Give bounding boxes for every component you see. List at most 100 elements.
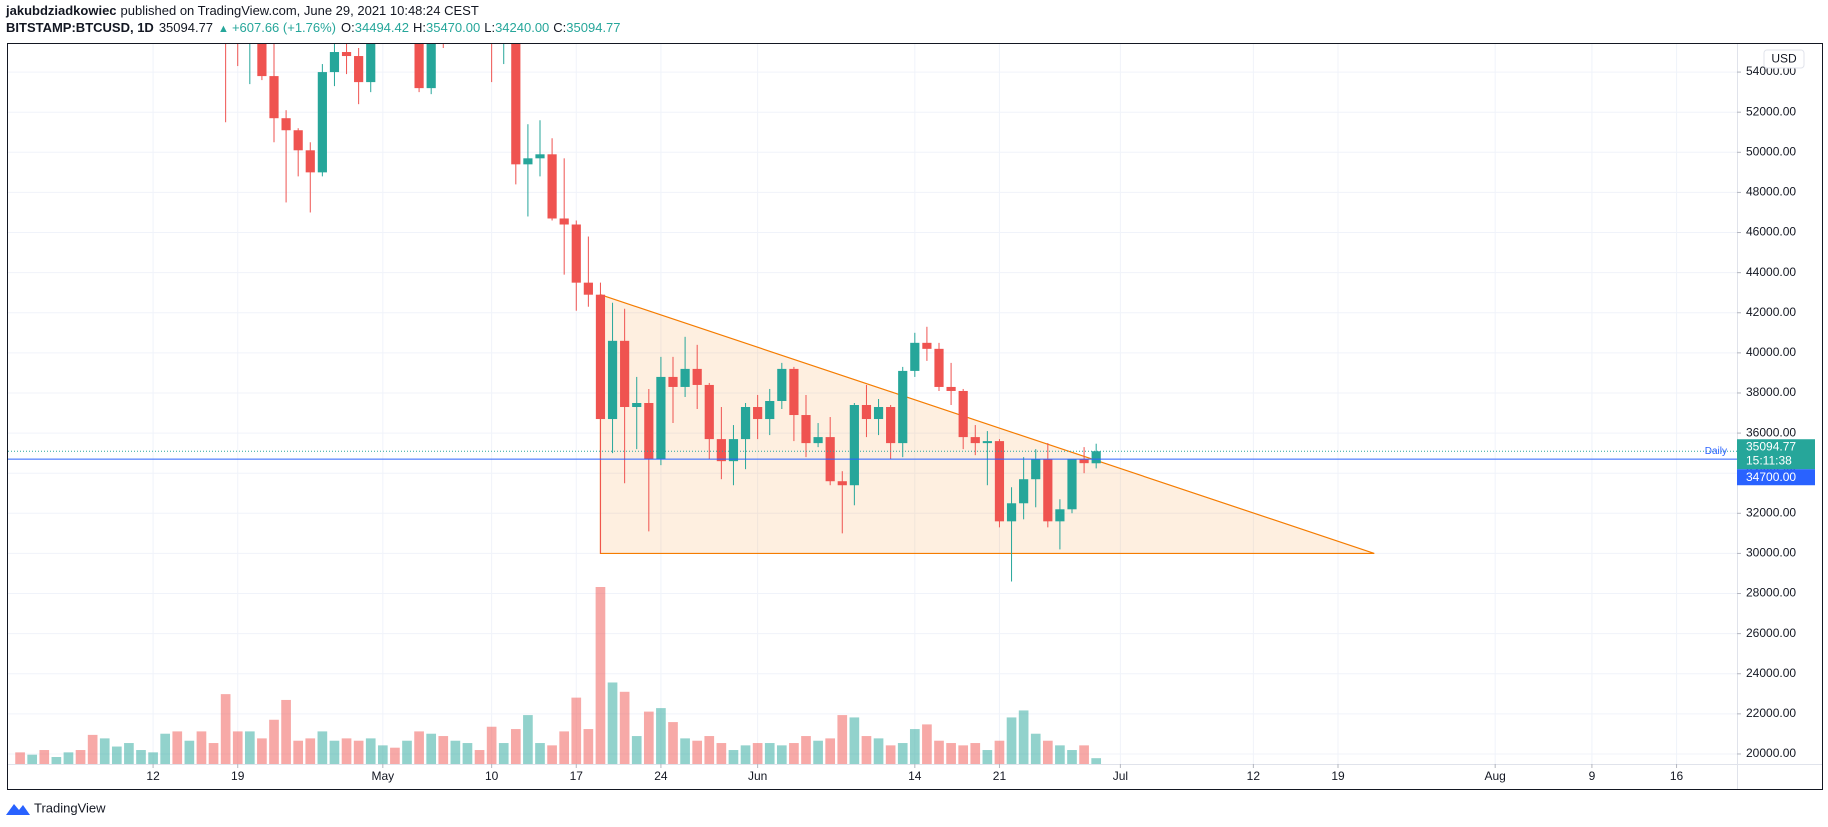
volume-bar <box>220 694 231 764</box>
volume-bar <box>208 743 219 764</box>
volume-bar <box>87 734 98 764</box>
volume-bar <box>994 740 1005 764</box>
candle-body <box>1055 509 1065 522</box>
y-tick-label: 38000.00 <box>1746 385 1796 399</box>
candle-body <box>366 44 376 83</box>
x-tick-label: 12 <box>1247 769 1261 783</box>
hline-price-label: 34700.00 <box>1746 470 1796 484</box>
candle-body <box>1031 459 1041 480</box>
candle-body <box>861 405 872 420</box>
volume-bar <box>728 750 739 764</box>
candle-body <box>1079 459 1089 464</box>
y-tick-label: 22000.00 <box>1746 706 1796 720</box>
candle-body <box>559 218 569 225</box>
hline-price-box <box>1737 469 1815 486</box>
volume-bar <box>75 750 86 764</box>
volume-bar <box>293 740 304 764</box>
candle-body <box>583 282 593 295</box>
volume-bar <box>776 745 787 764</box>
candle-body <box>910 342 920 371</box>
candle-body <box>777 368 787 401</box>
candle-body <box>813 437 823 444</box>
volume-bar <box>680 738 690 764</box>
volume-bar <box>752 743 763 764</box>
volume-bar <box>1042 740 1053 764</box>
volume-bar <box>341 738 352 764</box>
candle-body <box>620 340 630 408</box>
candle-body <box>922 342 932 349</box>
logo-icon <box>6 804 30 815</box>
volume-bar <box>148 752 158 764</box>
last-price-label: 35094.77 <box>1746 439 1796 453</box>
y-tick-label: 44000.00 <box>1746 265 1796 279</box>
currency-box[interactable] <box>1763 49 1805 69</box>
x-tick-label: 16 <box>1670 769 1684 783</box>
header-line1: jakubdziadkowiec published on TradingView… <box>5 3 479 18</box>
volume-bar <box>462 743 473 764</box>
volume-bar <box>450 740 461 764</box>
candle-body <box>765 400 775 420</box>
volume-bar <box>982 750 993 764</box>
volume-bar <box>402 740 412 764</box>
candle-body <box>886 407 896 444</box>
volume-bar <box>595 587 606 764</box>
volume-bar <box>317 731 328 764</box>
volume-bar <box>498 743 509 764</box>
volume-bar <box>51 757 62 764</box>
volume-bar <box>390 747 400 764</box>
volume-bar <box>837 715 848 764</box>
volume-bar <box>535 743 545 764</box>
y-tick-label: 32000.00 <box>1746 505 1796 519</box>
volume-bar <box>510 729 521 764</box>
y-tick-label: 30000.00 <box>1746 546 1796 560</box>
candle-body <box>716 439 726 462</box>
x-tick-label: Aug <box>1485 769 1506 783</box>
volume-bar <box>1006 717 1017 764</box>
volume-bar <box>656 708 666 764</box>
ohlc-value: 35470.00 <box>426 20 480 35</box>
header-line2: BITSTAMP:BTCUSD, 1D 35094.77 ▲ +607.66 (+1.… <box>6 20 621 35</box>
volume-bar <box>897 743 908 764</box>
x-tick-label: Jul <box>1113 769 1128 783</box>
volume-bar <box>1067 750 1077 764</box>
volume-bar <box>813 740 823 764</box>
candle-body <box>1019 479 1029 504</box>
arrow: ▲ <box>218 23 229 35</box>
ohlc-value: 35094.77 <box>566 20 620 35</box>
symbol: BITSTAMP:BTCUSD, 1D <box>6 20 154 35</box>
candle-body <box>994 441 1005 522</box>
y-tick-label: 52000.00 <box>1746 104 1796 118</box>
x-tick-label: 9 <box>1589 769 1596 783</box>
y-tick-label: 50000.00 <box>1746 144 1796 158</box>
volume-bar <box>1030 733 1041 764</box>
last: 35094.77 <box>159 20 213 35</box>
x-tick-label: May <box>371 769 394 783</box>
candle-body <box>329 52 340 73</box>
volume-bar <box>631 736 642 764</box>
volume-bar <box>414 731 424 764</box>
candle-body <box>547 154 557 219</box>
volume-bar <box>232 731 243 764</box>
volume-bar <box>849 717 860 764</box>
volume-bar <box>958 745 969 764</box>
volume-bar <box>196 731 207 764</box>
ohlc-key: H: <box>413 20 426 35</box>
candle-body <box>898 370 908 444</box>
candle-body <box>281 118 291 131</box>
volume-bar <box>486 726 497 764</box>
volume-bar <box>643 711 654 764</box>
volume-bar <box>1079 745 1089 764</box>
volume-bar <box>909 729 920 764</box>
y-tick-label: 28000.00 <box>1746 586 1796 600</box>
volume-bar <box>281 699 291 764</box>
candle-body <box>523 158 533 165</box>
y-tick-label: 40000.00 <box>1746 345 1796 359</box>
candle-body <box>849 405 859 486</box>
volume-bar <box>365 738 376 764</box>
volume-bar <box>559 731 570 764</box>
candle-body <box>934 348 944 387</box>
volume-bar <box>124 743 134 764</box>
y-tick-label: 48000.00 <box>1746 185 1796 199</box>
x-tick-label: 19 <box>231 769 245 783</box>
volume-bar <box>172 731 183 764</box>
